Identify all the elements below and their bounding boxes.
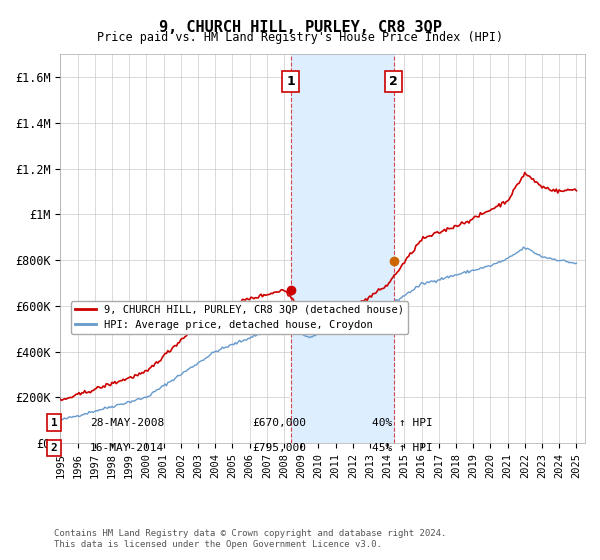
Text: 1: 1 [286,75,295,88]
Text: 40% ↑ HPI: 40% ↑ HPI [372,418,433,428]
Text: 1: 1 [50,418,58,428]
Text: Contains HM Land Registry data © Crown copyright and database right 2024.
This d: Contains HM Land Registry data © Crown c… [54,529,446,549]
Text: 16-MAY-2014: 16-MAY-2014 [90,443,164,453]
Text: 9, CHURCH HILL, PURLEY, CR8 3QP: 9, CHURCH HILL, PURLEY, CR8 3QP [158,20,442,35]
Text: 28-MAY-2008: 28-MAY-2008 [90,418,164,428]
Text: 2: 2 [389,75,398,88]
Text: 2: 2 [50,443,58,453]
Text: £795,000: £795,000 [252,443,306,453]
Text: Price paid vs. HM Land Registry's House Price Index (HPI): Price paid vs. HM Land Registry's House … [97,31,503,44]
Bar [290,54,394,443]
Text: 45% ↑ HPI: 45% ↑ HPI [372,443,433,453]
Legend: 9, CHURCH HILL, PURLEY, CR8 3QP (detached house), HPI: Average price, detached h: 9, CHURCH HILL, PURLEY, CR8 3QP (detache… [71,301,409,334]
Text: £670,000: £670,000 [252,418,306,428]
